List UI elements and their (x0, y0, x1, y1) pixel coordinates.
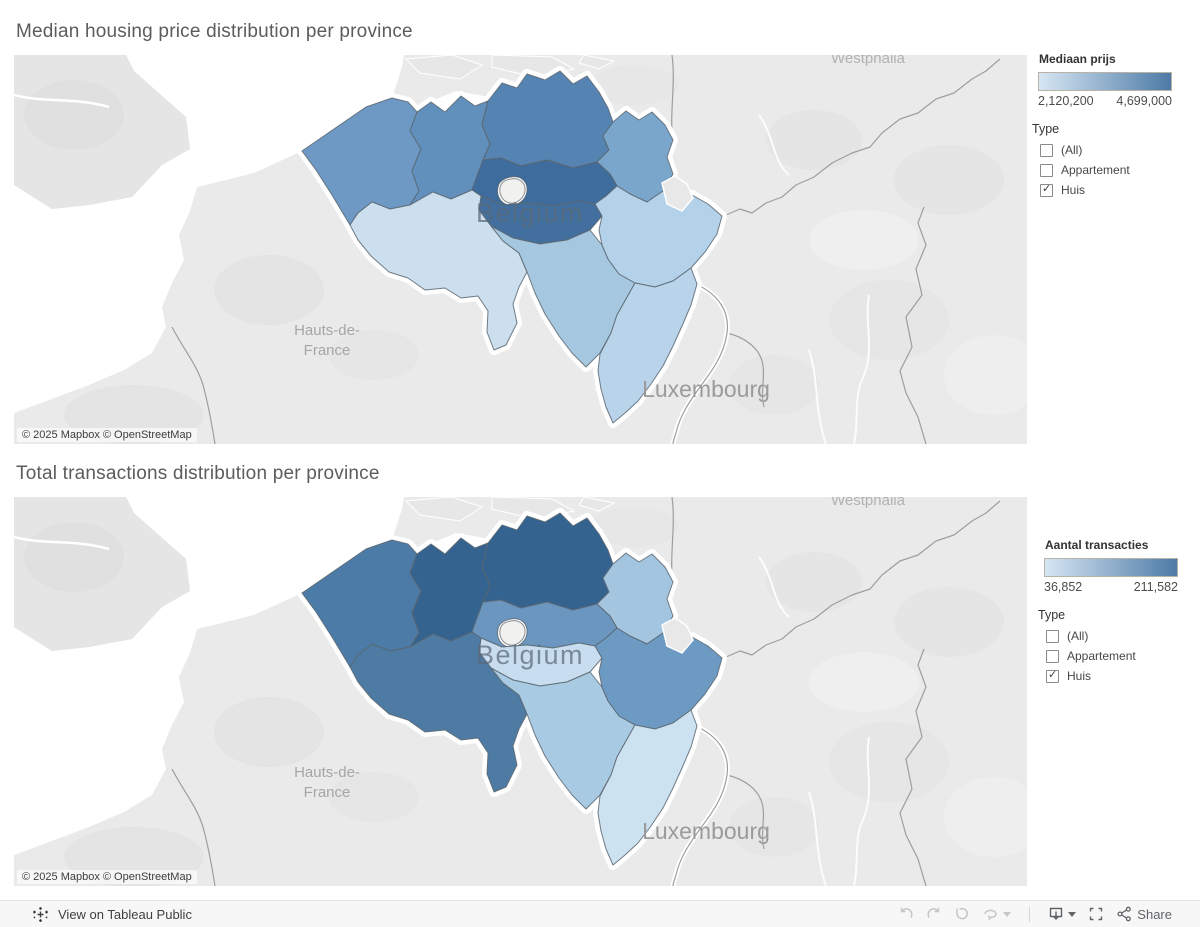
toolbar-separator (1029, 906, 1031, 922)
filter-option-huis[interactable]: Huis (1040, 180, 1182, 200)
type-filter: (All) Appartement Huis (1046, 626, 1188, 686)
netherlands-wedge (661, 617, 694, 654)
filter-option-all[interactable]: (All) (1046, 626, 1188, 646)
checkbox-icon[interactable] (1040, 182, 1053, 197)
hauts-de-france-label-line1: Hauts-de- (294, 764, 360, 781)
toolbar-left[interactable]: View on Tableau Public (32, 906, 192, 923)
westphalia-label: Westphalia (831, 497, 906, 509)
province-brussels[interactable] (499, 178, 526, 204)
legend-title: Mediaan prijs (1039, 52, 1116, 66)
redo-button[interactable] (926, 906, 942, 922)
filter-title: Type (1038, 608, 1066, 622)
legend-range: 36,852 211,582 (1044, 580, 1178, 594)
legend-min-value: 2,120,200 (1038, 94, 1094, 108)
luxembourg-label: Luxembourg (642, 818, 770, 844)
england (14, 55, 190, 209)
refresh-caret-icon[interactable] (1003, 911, 1012, 917)
download-button[interactable] (1048, 906, 1077, 922)
luxembourg-country-border (670, 724, 730, 886)
type-filter: (All) Appartement Huis (1040, 140, 1182, 200)
checkbox-icon[interactable] (1046, 649, 1059, 663)
belgium-label: Belgium (476, 640, 584, 670)
provinces (301, 512, 723, 866)
download-caret-icon[interactable] (1068, 911, 1077, 917)
filter-option-huis[interactable]: Huis (1046, 666, 1188, 686)
undo-icon (900, 907, 913, 919)
share-label: Share (1137, 906, 1172, 922)
share-button[interactable]: Share (1116, 906, 1172, 922)
roads (758, 114, 871, 444)
legend-min-value: 36,852 (1044, 580, 1083, 594)
fullscreen-button[interactable] (1088, 906, 1104, 922)
belgium-label: Belgium (476, 198, 584, 228)
luxembourg-country-border (670, 282, 730, 444)
share-icon (1117, 906, 1132, 922)
province-antwerp[interactable] (481, 70, 614, 169)
hauts-de-france-label-line2: France (304, 342, 351, 359)
legend-max-value: 211,582 (1133, 580, 1178, 594)
province-hainaut[interactable] (349, 189, 528, 351)
transactions-title: Total transactions distribution per prov… (16, 463, 380, 484)
filter-title: Type (1032, 122, 1060, 136)
filter-option-appartement[interactable]: Appartement (1040, 160, 1182, 180)
westphalia-label: Westphalia (831, 55, 906, 67)
tableau-logo-icon (33, 906, 48, 922)
refresh-button[interactable] (982, 906, 1012, 922)
legend-max-value: 4,699,000 (1116, 94, 1172, 108)
belgium-map-svg: Belgium Hauts-de- France Luxembourg West… (14, 497, 1027, 886)
checkbox-icon[interactable] (1040, 163, 1053, 177)
checkbox-icon[interactable] (1040, 143, 1053, 157)
province-brussels[interactable] (499, 620, 526, 646)
median-price-map[interactable]: Belgium Hauts-de- France Luxembourg West… (14, 55, 1027, 444)
belgium-map-svg: Belgium Hauts-de- France Luxembourg West… (14, 55, 1027, 444)
zeeland-islands (404, 497, 616, 522)
roads (758, 556, 871, 886)
luxembourg-label: Luxembourg (642, 376, 770, 402)
hauts-de-france-label-line2: France (304, 784, 351, 801)
province-hainaut[interactable] (349, 631, 528, 793)
land-texture (64, 65, 1027, 444)
transactions-map[interactable]: Belgium Hauts-de- France Luxembourg West… (14, 497, 1027, 886)
toolbar-right: Share (898, 906, 1172, 922)
fullscreen-icon (1090, 907, 1103, 921)
color-gradient-bar (1038, 72, 1172, 91)
checkbox-icon[interactable] (1046, 629, 1059, 643)
checkbox-icon[interactable] (1046, 668, 1059, 683)
reset-icon (956, 907, 969, 920)
median-price-legend: Mediaan prijs 2,120,200 4,699,000 Type (… (1032, 52, 1182, 200)
land-texture (64, 507, 1027, 886)
province-luxembourg[interactable] (597, 709, 698, 866)
redo-icon (927, 907, 940, 919)
refresh-icon (984, 909, 998, 921)
map-place-labels: Belgium Hauts-de- France Luxembourg West… (294, 497, 906, 844)
median-price-title: Median housing price distribution per pr… (16, 21, 413, 42)
map-attribution: © 2025 Mapbox © OpenStreetMap (17, 428, 197, 442)
tableau-toolbar: View on Tableau Public (0, 900, 1200, 927)
filter-option-all[interactable]: (All) (1040, 140, 1182, 160)
filter-option-appartement[interactable]: Appartement (1046, 646, 1188, 666)
legend-range: 2,120,200 4,699,000 (1038, 94, 1172, 108)
country-borders (171, 55, 1001, 444)
transactions-legend: Aantal transacties 36,852 211,582 Type (… (1038, 538, 1188, 686)
view-on-tableau-public-link[interactable]: View on Tableau Public (58, 906, 192, 922)
download-icon (1050, 907, 1063, 920)
provinces (301, 70, 723, 424)
map-attribution: © 2025 Mapbox © OpenStreetMap (17, 870, 197, 884)
england (14, 497, 190, 651)
color-gradient-bar (1044, 558, 1178, 577)
province-luxembourg[interactable] (597, 267, 698, 424)
hauts-de-france-label-line1: Hauts-de- (294, 322, 360, 339)
netherlands-wedge (661, 175, 694, 212)
reset-button[interactable] (954, 906, 970, 922)
map-place-labels: Belgium Hauts-de- France Luxembourg West… (294, 55, 906, 402)
undo-button[interactable] (898, 906, 914, 922)
province-antwerp[interactable] (481, 512, 614, 611)
legend-title: Aantal transacties (1045, 538, 1149, 552)
